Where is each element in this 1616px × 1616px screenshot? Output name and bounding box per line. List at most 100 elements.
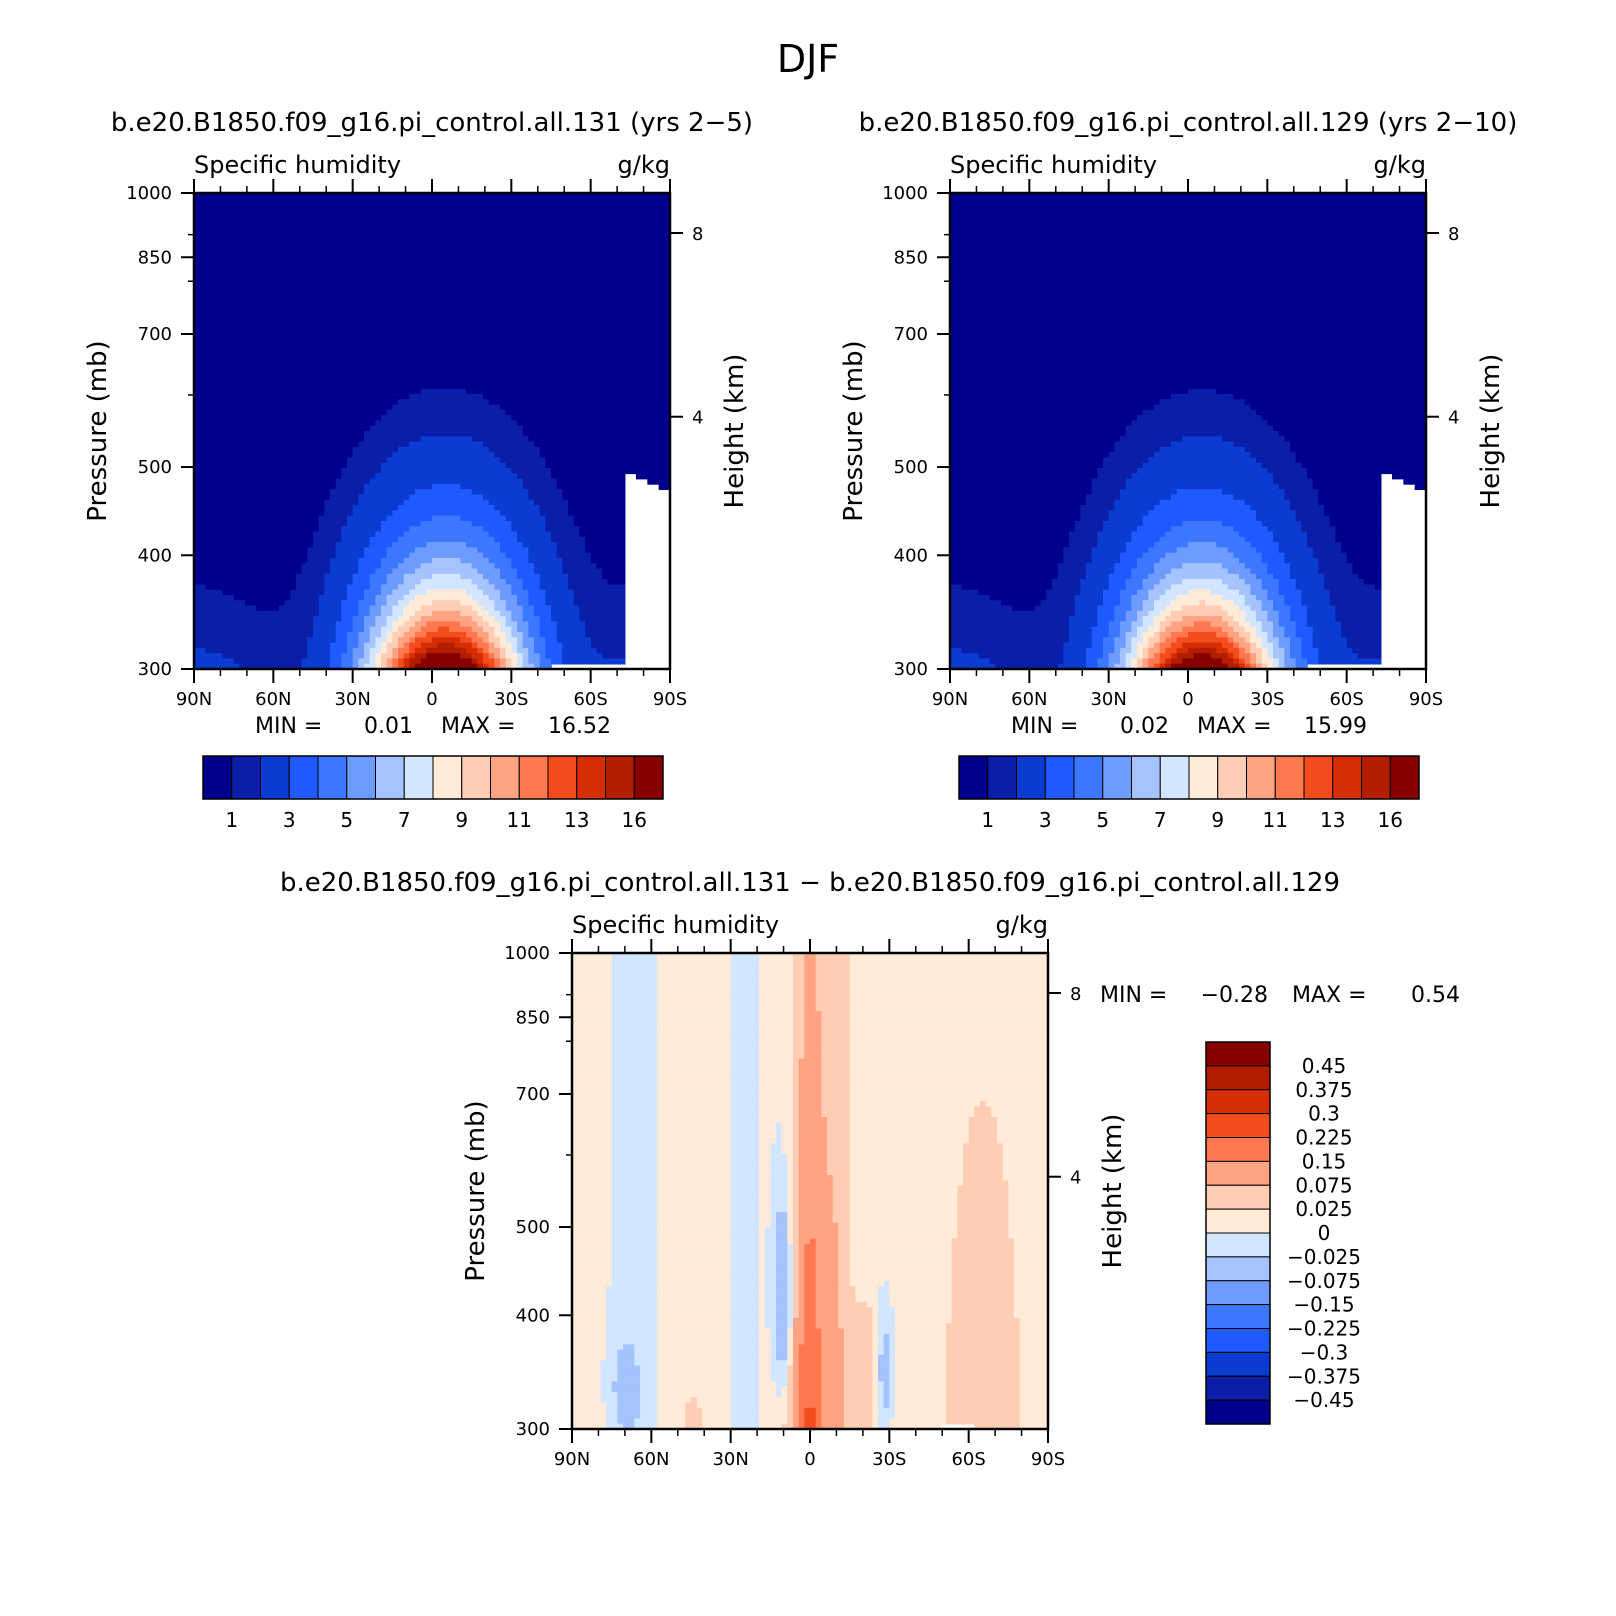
contour-cell: [500, 542, 524, 549]
contour-cell: [730, 1037, 760, 1044]
colorbar-label: 9: [1211, 808, 1224, 832]
contour-cell: [951, 1307, 1015, 1314]
contour-cell: [730, 1106, 760, 1113]
contour-cell: [483, 605, 496, 612]
contour-cell: [821, 1101, 851, 1108]
contour-cell: [352, 653, 365, 660]
contour-cell: [1312, 547, 1342, 554]
contour-cell: [1008, 1180, 1048, 1187]
contour-cell: [889, 1381, 896, 1388]
contour-cell: [1137, 526, 1172, 533]
contour-cell: [889, 1365, 896, 1372]
contour-cell: [551, 473, 626, 480]
contour-cell: [804, 1005, 817, 1012]
contour-cell: [730, 1116, 760, 1124]
contour-cell: [392, 542, 428, 549]
contour-cell: [696, 1397, 732, 1404]
y-axis-label: Pressure (mb): [839, 340, 869, 521]
contour-cell: [572, 1265, 613, 1272]
contour-cell: [1014, 1254, 1048, 1261]
contour-cell: [849, 990, 1048, 997]
contour-cell: [764, 1307, 777, 1314]
contour-cell: [568, 505, 626, 512]
contour-cell: [787, 1222, 794, 1229]
contour-cell: [500, 663, 507, 669]
contour-cell: [528, 626, 541, 633]
contour-cell: [483, 526, 513, 533]
contour-cell: [759, 1222, 772, 1229]
contour-cell: [1273, 626, 1286, 633]
contour-cell: [1329, 515, 1382, 522]
contour-cell: [759, 1037, 794, 1044]
contour-cell: [617, 1413, 641, 1420]
contour-cell: [793, 1027, 806, 1034]
contour-cell: [793, 1016, 806, 1023]
contour-cell: [1171, 584, 1229, 591]
contour-cell: [1335, 531, 1382, 538]
units-label: g/kg: [618, 151, 670, 179]
contour-cell: [488, 531, 518, 538]
contour-cell: [611, 1249, 658, 1256]
contour-cell: [611, 1212, 658, 1219]
contour-cell: [1074, 594, 1104, 602]
contour-cell: [878, 1302, 891, 1309]
contour-cell: [341, 536, 371, 543]
contour-cell: [657, 1217, 732, 1224]
contour-cell: [600, 1376, 619, 1383]
contour-cell: [657, 1233, 732, 1240]
contour-cell: [1352, 647, 1382, 654]
contour-cell: [381, 647, 388, 654]
contour-cell: [781, 1127, 794, 1134]
colorbar-box: [1205, 1065, 1271, 1091]
contour-cell: [950, 542, 1070, 549]
contour-cell: [872, 1418, 879, 1425]
contour-cell: [313, 621, 337, 628]
contour-cell: [1108, 452, 1155, 459]
contour-cell: [611, 1116, 658, 1124]
contour-cell: [1008, 1222, 1048, 1229]
contour-cell: [381, 626, 394, 633]
contour-cell: [1171, 610, 1229, 617]
contour-cell: [759, 1243, 766, 1250]
contour-cell: [398, 626, 411, 633]
contour-cell: [730, 1323, 760, 1330]
contour-cell: [1278, 621, 1297, 628]
contour-cell: [691, 1397, 698, 1404]
right-tick-label: 4: [1070, 1168, 1081, 1189]
colorbar-label: 1: [981, 808, 994, 832]
contour-cell: [369, 626, 382, 633]
contour-cell: [844, 1365, 874, 1372]
contour-cell: [301, 658, 331, 665]
contour-cell: [849, 1164, 964, 1171]
contour-cell: [522, 542, 558, 549]
contour-cell: [832, 1185, 851, 1192]
contour-cell: [658, 483, 670, 490]
contour-cell: [804, 979, 817, 986]
contour-cell: [793, 1386, 800, 1393]
contour-cell: [392, 605, 405, 612]
contour-cell: [500, 510, 541, 517]
contour-cell: [1222, 605, 1240, 612]
contour-cell: [951, 1312, 1015, 1319]
contour-cell: [347, 462, 382, 469]
contour-cell: [511, 658, 518, 665]
contour-cell: [1114, 610, 1127, 617]
contour-cell: [1154, 568, 1172, 575]
contour-cell: [1091, 637, 1104, 644]
contour-cell: [290, 594, 320, 602]
contour-cell: [798, 1238, 811, 1245]
contour-cell: [386, 600, 399, 607]
contour-cell: [1148, 589, 1167, 596]
contour-cell: [590, 642, 626, 649]
contour-cell: [770, 1185, 789, 1192]
contour-cell: [477, 584, 496, 591]
contour-cell: [1222, 520, 1263, 527]
contour-cell: [776, 1254, 789, 1261]
right-axis-label: Height (km): [720, 354, 750, 509]
contour-cell: [611, 1265, 658, 1272]
contour-cell: [1261, 579, 1280, 586]
contour-cell: [369, 653, 377, 660]
contour-cell: [793, 1185, 800, 1192]
contour-cell: [849, 1053, 1048, 1060]
contour-cell: [957, 1206, 1010, 1213]
